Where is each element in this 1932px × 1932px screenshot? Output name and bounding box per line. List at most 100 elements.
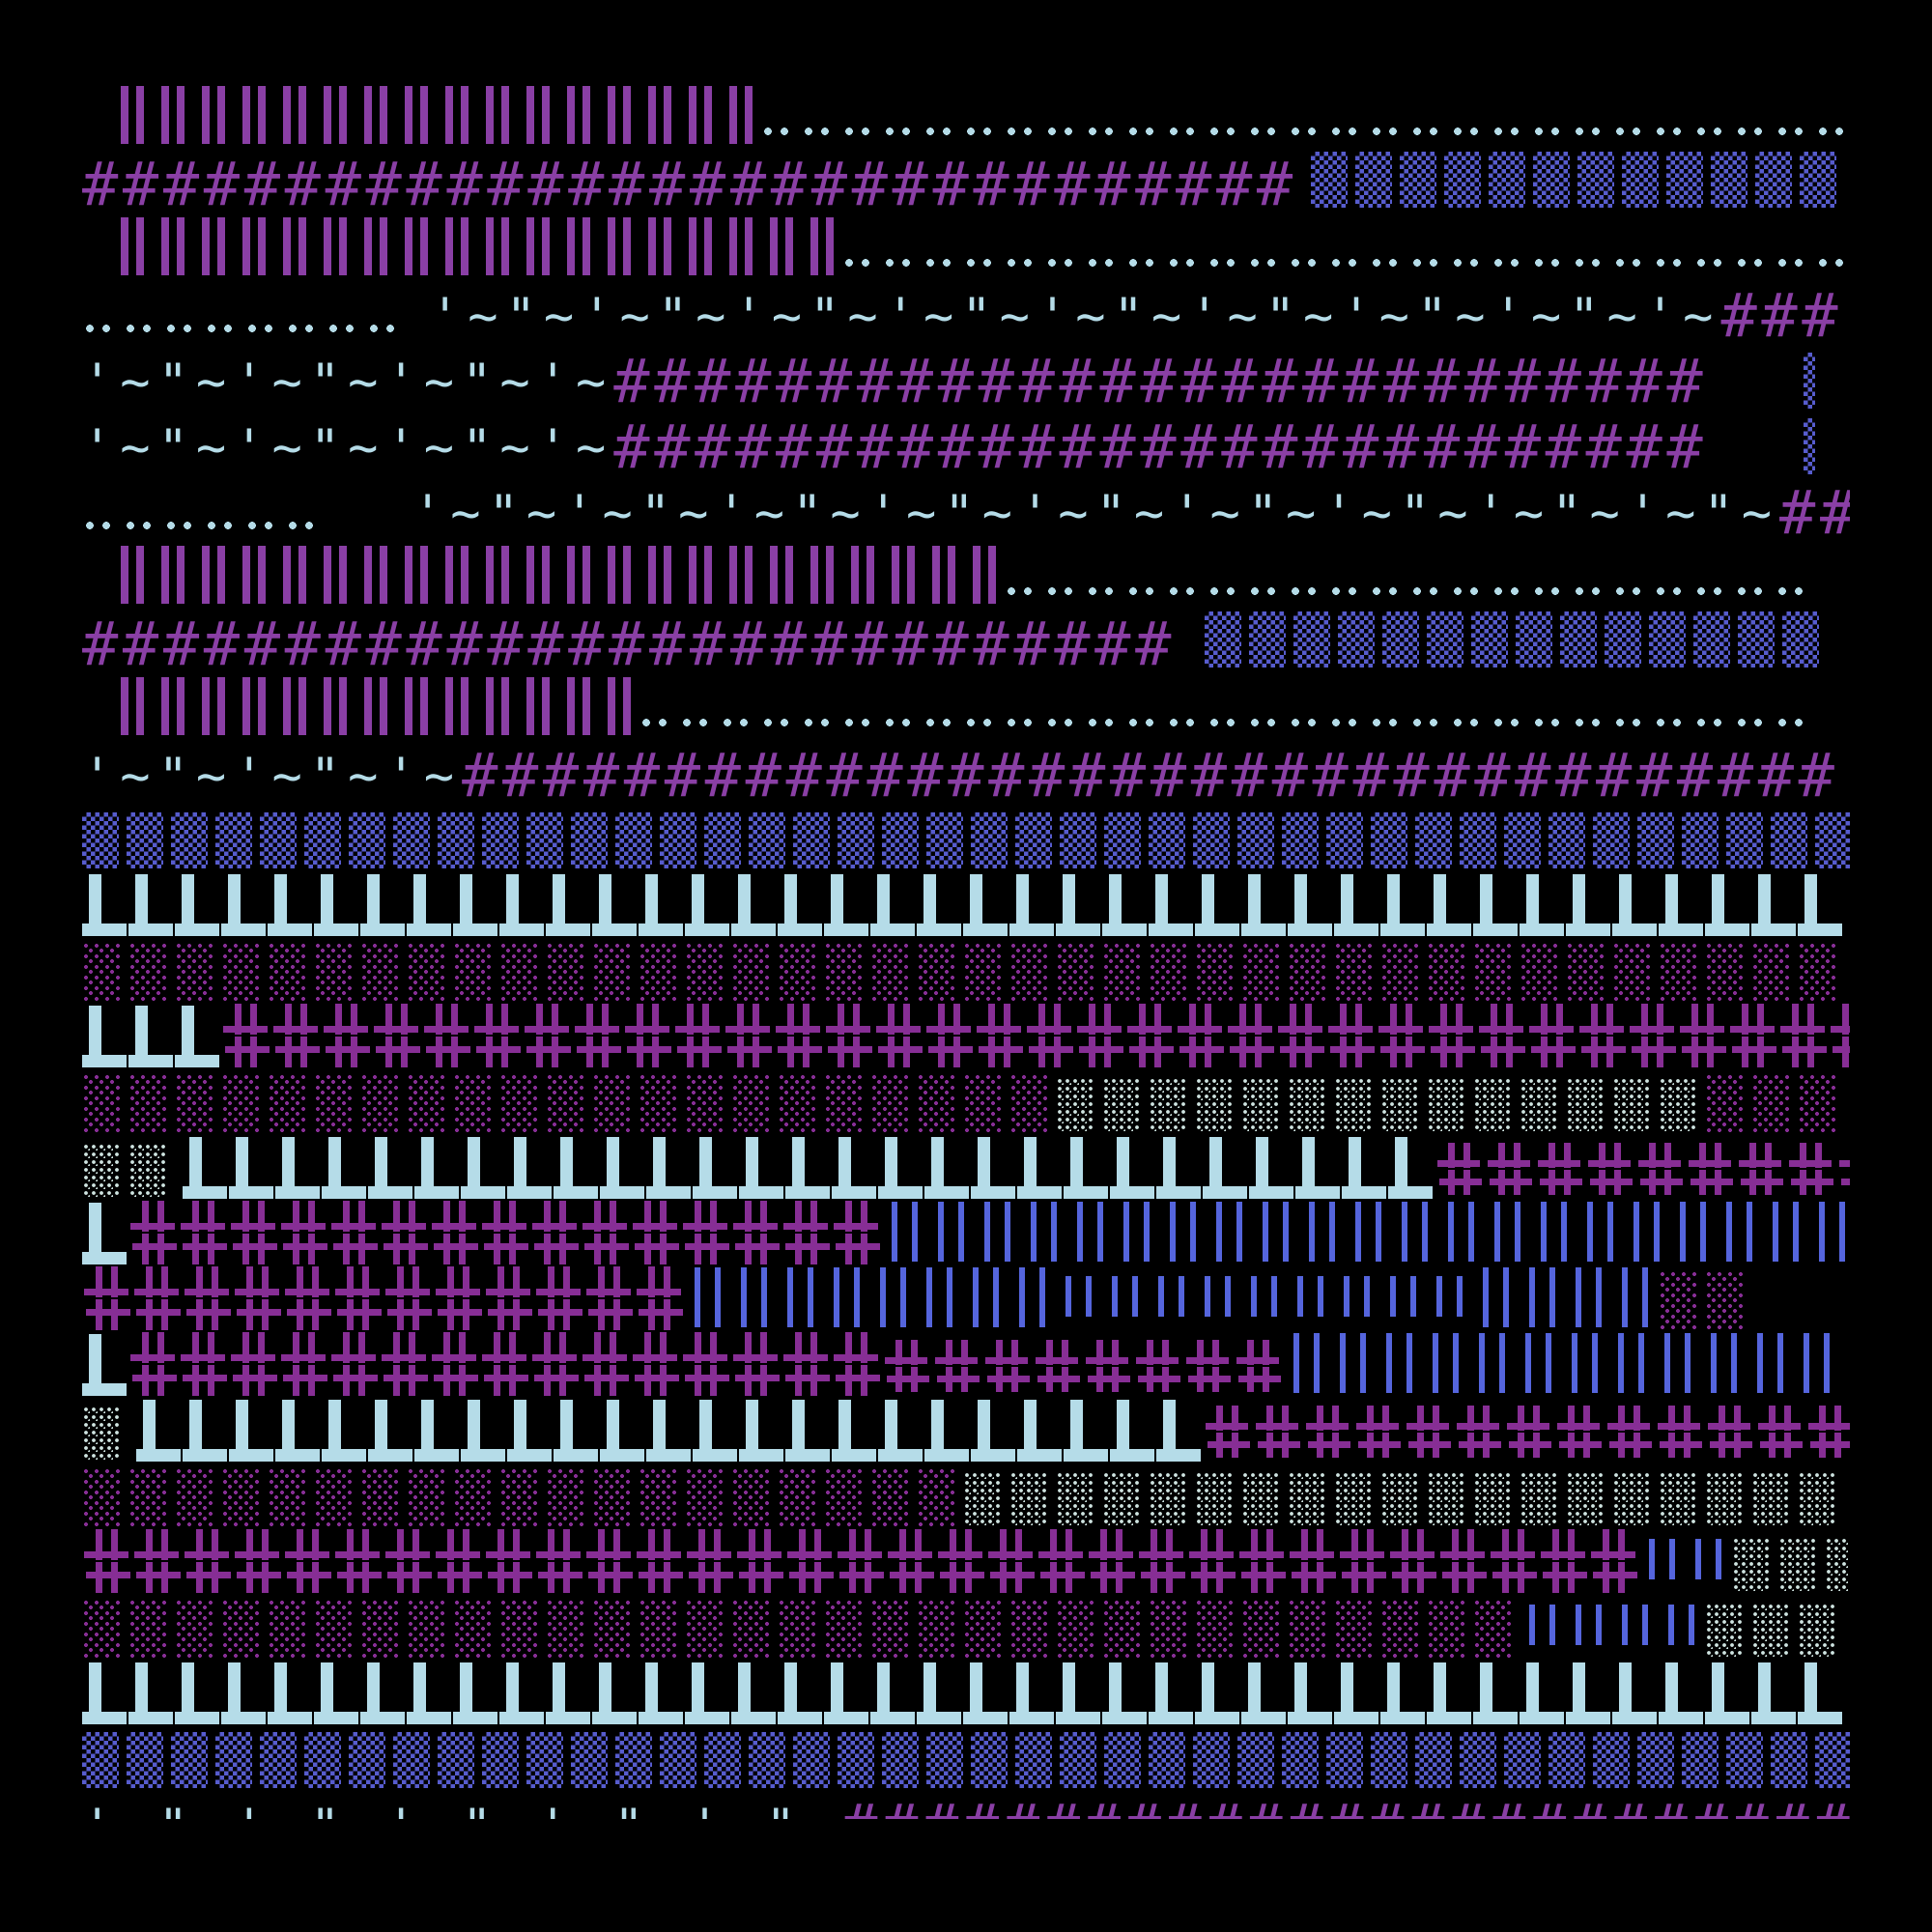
short-thin-bar-pair-glyph xyxy=(1056,1276,1102,1317)
compact-double-cross-glyph xyxy=(1234,1340,1284,1392)
glyph-run-wblock xyxy=(82,1406,128,1462)
indigo-shade-block-glyph xyxy=(1415,812,1452,868)
compact-double-cross-glyph xyxy=(1454,1406,1504,1458)
bracket-foot-glyph xyxy=(832,1400,878,1462)
dot-pair-glyph xyxy=(326,323,366,334)
dot-pair-glyph xyxy=(1328,717,1369,728)
bracket-foot-glyph xyxy=(1288,874,1334,936)
glyph-run-lshape xyxy=(183,1137,1435,1199)
bracket-foot-glyph xyxy=(1473,1662,1520,1724)
dot-pair-glyph xyxy=(123,520,163,531)
art-row-6: '~"~'~"~'~"~'~ ##########################… xyxy=(82,411,1850,476)
double-cross-glyph xyxy=(329,1332,380,1396)
thin-bar-pair-glyph xyxy=(1670,1202,1717,1262)
indigo-shade-block-glyph xyxy=(1205,611,1242,668)
magenta-dotted-block-glyph xyxy=(592,1073,631,1133)
bracket-foot-glyph xyxy=(685,1662,731,1724)
double-cross-glyph xyxy=(271,1004,322,1067)
bracket-foot-glyph xyxy=(1705,874,1751,936)
magenta-dotted-block-glyph xyxy=(407,1467,445,1527)
glyph-run-tilde: '~"~'~"~'~"~'~"~'~"~ xyxy=(82,1800,841,1819)
indigo-shade-block-glyph xyxy=(660,1732,696,1788)
bracket-foot-glyph xyxy=(268,1662,314,1724)
magenta-dotted-block-glyph xyxy=(1102,1599,1141,1659)
double-vertical-bar-glyph xyxy=(760,217,801,275)
magenta-dotted-block-glyph xyxy=(639,1073,677,1133)
dot-pair-glyph xyxy=(1369,585,1409,597)
dot-pair-glyph xyxy=(1815,126,1850,137)
glyph-run-tilde: '~"~'~"~'~"~'~"~'~"~'~"~'~"~'~"~'~"~ xyxy=(412,485,1780,542)
art-row-4: '~"~'~"~'~"~'~"~'~"~'~"~'~"~'~"~'~ ### xyxy=(82,279,1850,345)
double-cross-glyph xyxy=(781,1332,832,1396)
double-vertical-bar-glyph xyxy=(557,677,598,735)
compact-double-cross-glyph xyxy=(1203,1406,1253,1458)
bracket-foot-glyph xyxy=(499,874,546,936)
bracket-foot-glyph xyxy=(1566,874,1612,936)
thin-bar-pair-glyph xyxy=(1160,1202,1207,1262)
indigo-shade-block-glyph xyxy=(1488,152,1525,208)
bracket-foot-glyph xyxy=(221,874,268,936)
thin-bar-pair-glyph xyxy=(1330,1333,1377,1393)
dot-pair-glyph xyxy=(1409,257,1450,269)
magenta-dotted-block-glyph xyxy=(778,1599,816,1659)
double-cross-glyph xyxy=(283,1266,333,1330)
magenta-dotted-block-glyph xyxy=(917,1599,955,1659)
bracket-foot-glyph xyxy=(646,1400,693,1462)
dot-pair-glyph xyxy=(679,717,720,728)
double-vertical-bar-glyph xyxy=(314,217,355,275)
glyph-run-hash: ########################### xyxy=(82,609,1177,674)
magenta-dotted-block-glyph xyxy=(1427,1599,1465,1659)
mint-dotted-block-glyph xyxy=(1751,1471,1788,1525)
bracket-foot-glyph xyxy=(554,1137,600,1199)
indigo-shade-block-glyph xyxy=(1605,611,1642,668)
indigo-shade-block-glyph xyxy=(1799,152,1836,208)
indigo-shade-block-glyph xyxy=(1104,1732,1141,1788)
magenta-dotted-block-glyph xyxy=(546,1073,584,1133)
bracket-foot-glyph xyxy=(778,874,824,936)
glyph-run-bblock xyxy=(1205,611,1827,669)
mint-dotted-block-glyph xyxy=(1288,1471,1324,1525)
magenta-dotted-block-glyph xyxy=(778,1467,816,1527)
bracket-foot-glyph xyxy=(1149,874,1195,936)
magenta-dotted-block-glyph xyxy=(1659,942,1697,1002)
double-cross-glyph xyxy=(530,1332,581,1396)
double-vertical-bar-glyph xyxy=(436,546,476,604)
glyph-run-vbar xyxy=(1284,1333,1850,1396)
art-row-5: '~"~'~"~'~"~'~ ##########################… xyxy=(82,345,1850,411)
dot-pair-glyph xyxy=(1531,717,1572,728)
bracket-foot-glyph xyxy=(82,874,128,936)
art-row-25 xyxy=(82,1659,1850,1724)
dot-pair-glyph xyxy=(1207,717,1247,728)
compact-double-cross-glyph xyxy=(1353,1406,1404,1458)
dot-pair-glyph xyxy=(1653,257,1693,269)
double-cross-glyph xyxy=(681,1201,731,1264)
magenta-dotted-block-glyph xyxy=(175,1599,213,1659)
mint-dotted-block-glyph xyxy=(1566,1471,1603,1525)
indigo-shade-block-glyph xyxy=(1060,1732,1096,1788)
double-cross-glyph xyxy=(685,1529,735,1593)
short-thin-bar-pair-glyph xyxy=(1149,1276,1195,1317)
glyph-run-pblock xyxy=(82,1599,1520,1659)
glyph-run-lshape xyxy=(82,1006,221,1067)
magenta-dotted-block-glyph xyxy=(268,1073,306,1133)
dot-pair-glyph xyxy=(1450,126,1491,137)
bracket-foot-glyph xyxy=(275,1137,322,1199)
double-vertical-bar-glyph xyxy=(111,86,152,144)
indigo-shade-block-glyph xyxy=(82,1732,119,1788)
dot-pair-glyph xyxy=(82,323,123,334)
bracket-foot-glyph xyxy=(229,1400,275,1462)
indigo-shade-block-glyph xyxy=(1282,812,1319,868)
indigo-shade-block-glyph xyxy=(1293,611,1331,668)
indigo-shade-block-glyph xyxy=(526,812,563,868)
indigo-shade-block-glyph xyxy=(1693,611,1731,668)
double-vertical-bar-glyph xyxy=(395,677,436,735)
dot-pair-glyph xyxy=(1734,717,1775,728)
indigo-shade-block-glyph xyxy=(1427,611,1464,668)
dot-pair-glyph xyxy=(1572,257,1612,269)
magenta-dotted-block-glyph xyxy=(314,1073,353,1133)
mint-dotted-block-glyph xyxy=(1241,1471,1278,1525)
dot-pair-glyph xyxy=(1775,585,1815,597)
magenta-dotted-block-glyph xyxy=(778,1073,816,1133)
thin-bar-pair-glyph xyxy=(1284,1333,1330,1393)
indigo-shade-sliver-glyph xyxy=(1804,353,1816,409)
